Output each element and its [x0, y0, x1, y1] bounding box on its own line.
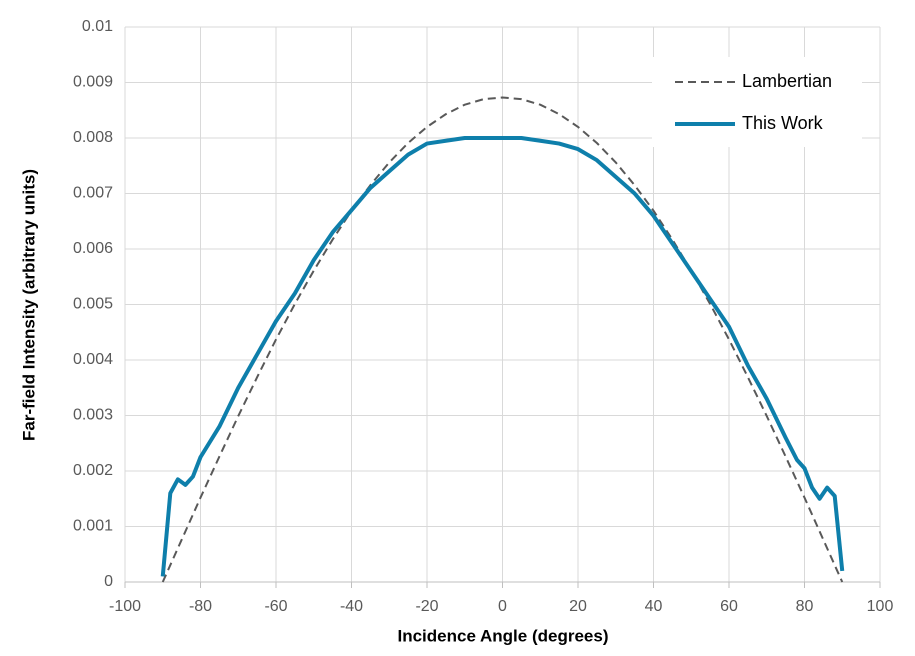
- y-tick-label: 0.01: [82, 18, 113, 35]
- y-tick-label: 0: [104, 573, 113, 590]
- x-tick-label: 60: [720, 598, 738, 615]
- y-tick-label: 0.005: [73, 296, 113, 313]
- y-tick-label: 0.004: [73, 351, 113, 368]
- x-tick-label: 40: [645, 598, 663, 615]
- x-tick-label: 80: [796, 598, 814, 615]
- x-tick-label: -60: [264, 598, 287, 615]
- x-tick-label: -80: [189, 598, 212, 615]
- x-tick-label: -20: [415, 598, 438, 615]
- x-tick-label: 100: [867, 598, 894, 615]
- line: [160, 136, 845, 577]
- x-tick-label: -40: [340, 598, 363, 615]
- legend-box: [652, 57, 862, 147]
- y-tick-label: 0.002: [73, 462, 113, 479]
- x-tick-label: 20: [569, 598, 587, 615]
- y-tick-label: 0.008: [73, 129, 113, 146]
- legend-label: This Work: [742, 113, 824, 133]
- y-tick-label: 0.001: [73, 518, 113, 535]
- y-tick-label: 0.006: [73, 240, 113, 257]
- y-tick-label: 0.007: [73, 185, 113, 202]
- y-axis-label: Far-field Intensity (arbitrary units): [19, 169, 38, 441]
- x-tick-label: -100: [109, 598, 141, 615]
- x-tick-label: 0: [498, 598, 507, 615]
- legend-label: Lambertian: [742, 71, 832, 91]
- line: [161, 96, 844, 583]
- x-axis-label: Incidence Angle (degrees): [398, 626, 609, 645]
- y-tick-label: 0.009: [73, 74, 113, 91]
- y-tick-label: 0.003: [73, 407, 113, 424]
